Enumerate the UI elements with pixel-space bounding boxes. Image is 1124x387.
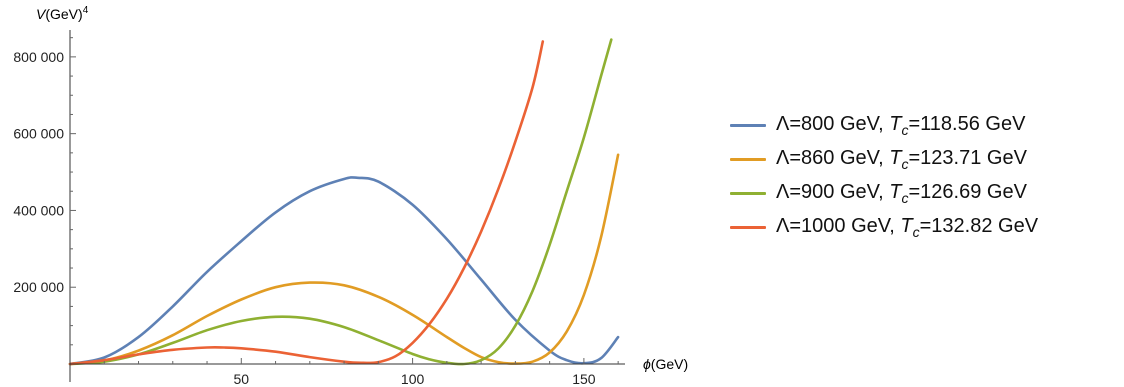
series-line-2: [68, 38, 613, 366]
x-axis-label-symbol: ϕ: [643, 356, 651, 372]
axes-layer: [69, 30, 625, 382]
x-axis-label: ϕ(GeV): [643, 356, 688, 372]
x-tick-label: 150: [572, 371, 596, 387]
legend-tc-1000: =132.82 GeV: [919, 214, 1039, 237]
legend-item-lambda-860: Λ=860 GeV, Tc=123.71 GeV: [730, 142, 1038, 176]
legend-tc-symbol: T: [889, 112, 902, 135]
legend-item-lambda-900: Λ=900 GeV, Tc=126.69 GeV: [730, 176, 1038, 210]
legend-label-lambda-900: Λ=900 GeV, Tc=126.69 GeV: [776, 181, 1027, 206]
series-line-3: [68, 40, 545, 366]
y-tick-label: 200 000: [13, 279, 64, 295]
legend-tc-symbol: T: [900, 214, 913, 237]
legend-label-lambda-1000: Λ=1000 GeV, Tc=132.82 GeV: [776, 215, 1038, 240]
x-tick-label: 50: [234, 371, 250, 387]
legend-tc-subscript: c: [901, 121, 909, 138]
series-line-0: [68, 176, 620, 366]
y-axis-label-exponent: 4: [83, 5, 89, 16]
legend-lambda-860: Λ=860 GeV,: [776, 146, 890, 169]
y-axis-label-unit: (GeV): [45, 6, 82, 22]
y-axis-label-symbol: V: [36, 6, 47, 22]
legend-swatch-lambda-1000: [730, 225, 766, 229]
legend-tc-860: =123.71 GeV: [908, 146, 1027, 169]
ticks-layer: 50 100 150 200 000 400 000 600 000 800 000: [13, 37, 619, 387]
x-tick-label: 100: [401, 371, 425, 387]
legend-item-lambda-800: Λ=800 GeV, Tc=118.56 GeV: [730, 108, 1038, 142]
legend-lambda-800: Λ=800 GeV,: [776, 112, 890, 135]
series-layer: [68, 38, 620, 366]
legend-swatch-lambda-800: [730, 123, 766, 127]
legend-label-lambda-800: Λ=800 GeV, Tc=118.56 GeV: [776, 113, 1025, 138]
y-tick-label: 600 000: [13, 126, 64, 142]
legend-lambda-900: Λ=900 GeV,: [776, 180, 890, 203]
legend: Λ=800 GeV, Tc=118.56 GeV Λ=860 GeV, Tc=1…: [730, 108, 1038, 244]
x-axis-label-unit: (GeV): [651, 356, 688, 372]
legend-lambda-1000: Λ=1000 GeV,: [776, 214, 901, 237]
legend-label-lambda-860: Λ=860 GeV, Tc=123.71 GeV: [776, 147, 1027, 172]
legend-item-lambda-1000: Λ=1000 GeV, Tc=132.82 GeV: [730, 210, 1038, 244]
legend-tc-subscript: c: [901, 189, 909, 206]
legend-tc-900: =126.69 GeV: [908, 180, 1027, 203]
legend-swatch-lambda-860: [730, 157, 766, 161]
y-tick-label: 800 000: [13, 49, 64, 65]
legend-tc-symbol: T: [889, 146, 902, 169]
y-tick-label: 400 000: [13, 202, 64, 218]
series-line-1: [68, 153, 620, 366]
legend-tc-800: =118.56 GeV: [908, 112, 1026, 135]
legend-tc-subscript: c: [901, 155, 909, 172]
legend-tc-subscript: c: [912, 223, 920, 240]
y-axis-label: V(GeV)4: [36, 5, 89, 22]
legend-tc-symbol: T: [889, 180, 902, 203]
legend-swatch-lambda-900: [730, 191, 766, 195]
